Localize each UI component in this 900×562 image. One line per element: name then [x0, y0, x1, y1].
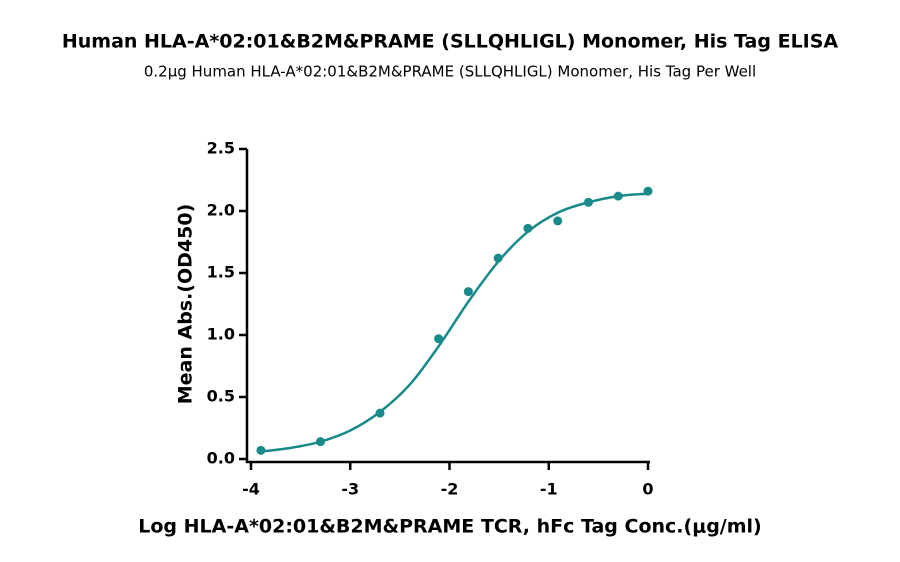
chart-subtitle: 0.2μg Human HLA-A*02:01&B2M&PRAME (SLLQH…: [144, 63, 756, 81]
x-tick-label: -4: [242, 480, 260, 499]
data-point: [256, 445, 266, 455]
fit-curve: [260, 192, 649, 453]
x-tick-label: -2: [441, 480, 459, 499]
data-point: [613, 191, 623, 201]
y-tick-label: 2.5: [207, 139, 235, 158]
y-tick-label: 2.0: [207, 201, 235, 220]
y-axis-title: Mean Abs.(OD450): [175, 204, 197, 405]
data-point: [553, 216, 563, 226]
data-point: [434, 334, 444, 344]
data-point: [643, 186, 653, 196]
x-axis-title: Log HLA-A*02:01&B2M&PRAME TCR, hFc Tag C…: [138, 516, 761, 538]
x-tick-label: 0: [642, 480, 653, 499]
data-point: [315, 437, 325, 447]
chart-title: Human HLA-A*02:01&B2M&PRAME (SLLQHLIGL) …: [62, 31, 839, 53]
y-tick-label: 1.5: [207, 263, 235, 282]
x-tick-label: -3: [341, 480, 359, 499]
y-tick-label: 0.0: [207, 449, 235, 468]
y-tick-label: 1.0: [207, 325, 235, 344]
y-tick-label: 0.5: [207, 387, 235, 406]
data-point: [375, 408, 385, 418]
data-point: [583, 197, 593, 207]
data-point: [523, 223, 533, 233]
x-tick-label: -1: [540, 480, 558, 499]
data-point: [493, 253, 503, 263]
data-point: [463, 287, 473, 297]
